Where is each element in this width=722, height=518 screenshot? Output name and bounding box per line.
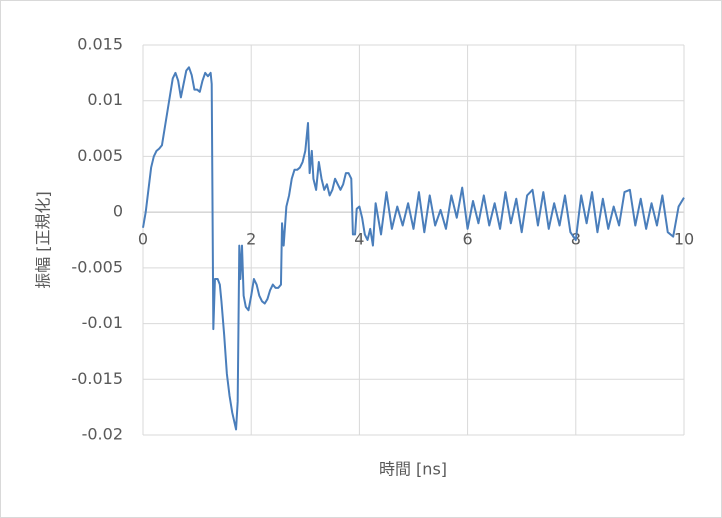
y-tick-label: -0.02 [82, 425, 123, 444]
y-tick-label: -0.015 [71, 369, 123, 388]
x-tick-label: 10 [674, 230, 694, 249]
y-tick-label: 0.01 [87, 90, 123, 109]
x-tick-label: 2 [246, 230, 256, 249]
x-tick-label: 4 [354, 230, 364, 249]
x-tick-label: 0 [138, 230, 148, 249]
y-tick-label: 0.005 [77, 146, 123, 165]
x-tick-label: 6 [463, 230, 473, 249]
y-tick-label: -0.01 [82, 313, 123, 332]
y-tick-label: -0.005 [71, 257, 123, 276]
data-line [142, 66, 685, 431]
y-tick-label: 0 [113, 202, 123, 221]
y-axis-label: 振幅 [正規化] [34, 191, 53, 289]
x-axis-label: 時間 [ns] [379, 460, 447, 479]
y-tick-label: 0.015 [77, 35, 123, 54]
